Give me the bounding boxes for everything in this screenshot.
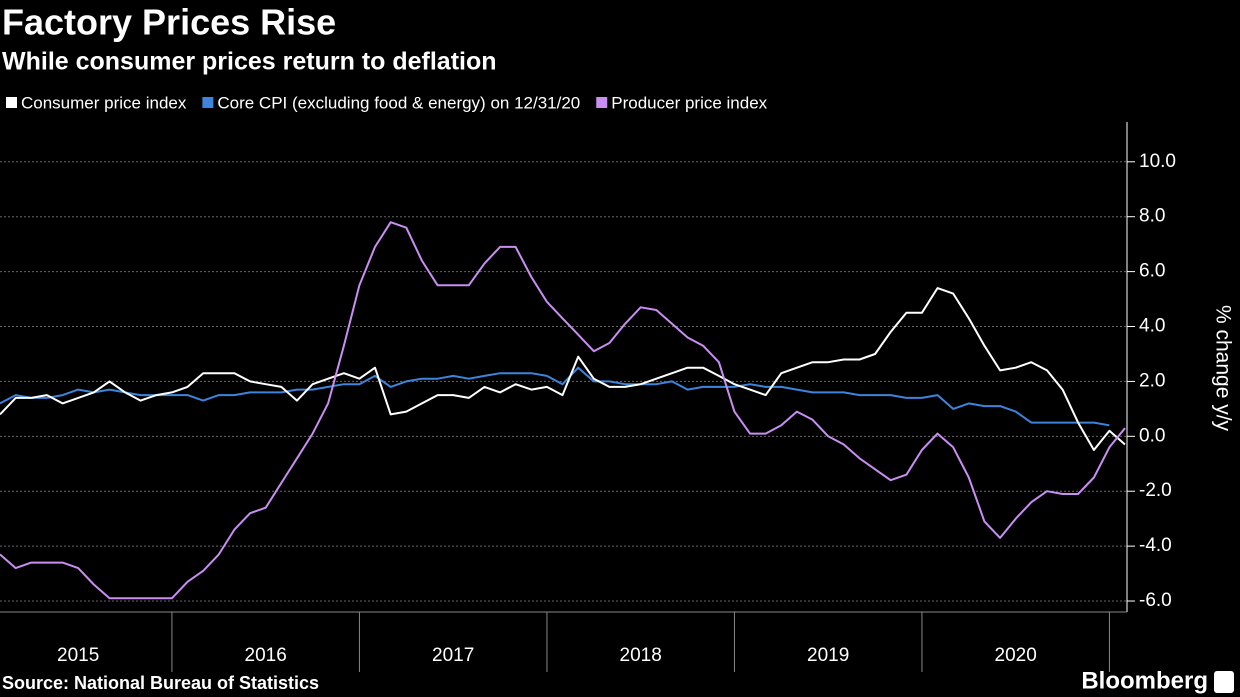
y-tick-label: 0.0 — [1139, 425, 1165, 446]
series-line — [0, 366, 1110, 427]
y-axis-label: % change y/y — [1211, 305, 1234, 432]
legend-label: Core CPI (excluding food & energy) on 12… — [217, 93, 580, 112]
source: Source: National Bureau of Statistics — [2, 673, 319, 693]
x-tick-label: 2016 — [245, 645, 287, 666]
y-tick-label: 2.0 — [1139, 370, 1165, 391]
legend-swatch — [6, 97, 17, 108]
y-tick-label: -6.0 — [1139, 590, 1172, 611]
x-tick-label: 2017 — [432, 645, 474, 666]
y-tick-label: 4.0 — [1139, 316, 1165, 337]
legend-swatch — [202, 97, 214, 108]
brand-icon — [1214, 671, 1234, 693]
y-tick-label: 10.0 — [1139, 151, 1176, 172]
x-tick-label: 2015 — [57, 645, 99, 666]
brand: Bloomberg — [1081, 667, 1208, 694]
y-tick-label: 8.0 — [1139, 206, 1165, 227]
chart-subtitle: While consumer prices return to deflatio… — [2, 48, 497, 76]
x-tick-label: 2019 — [807, 645, 849, 666]
y-tick-label: -4.0 — [1139, 535, 1172, 556]
legend-label: Consumer price index — [21, 93, 187, 112]
x-tick-label: 2018 — [620, 645, 662, 666]
chart-title: Factory Prices Rise — [2, 2, 336, 43]
legend-label: Producer price index — [611, 93, 767, 112]
y-tick-label: -2.0 — [1139, 480, 1172, 501]
series-line — [0, 287, 1126, 451]
legend-swatch — [596, 97, 608, 108]
series-line — [0, 221, 1126, 600]
x-tick-label: 2020 — [995, 645, 1037, 666]
y-tick-label: 6.0 — [1139, 261, 1165, 282]
